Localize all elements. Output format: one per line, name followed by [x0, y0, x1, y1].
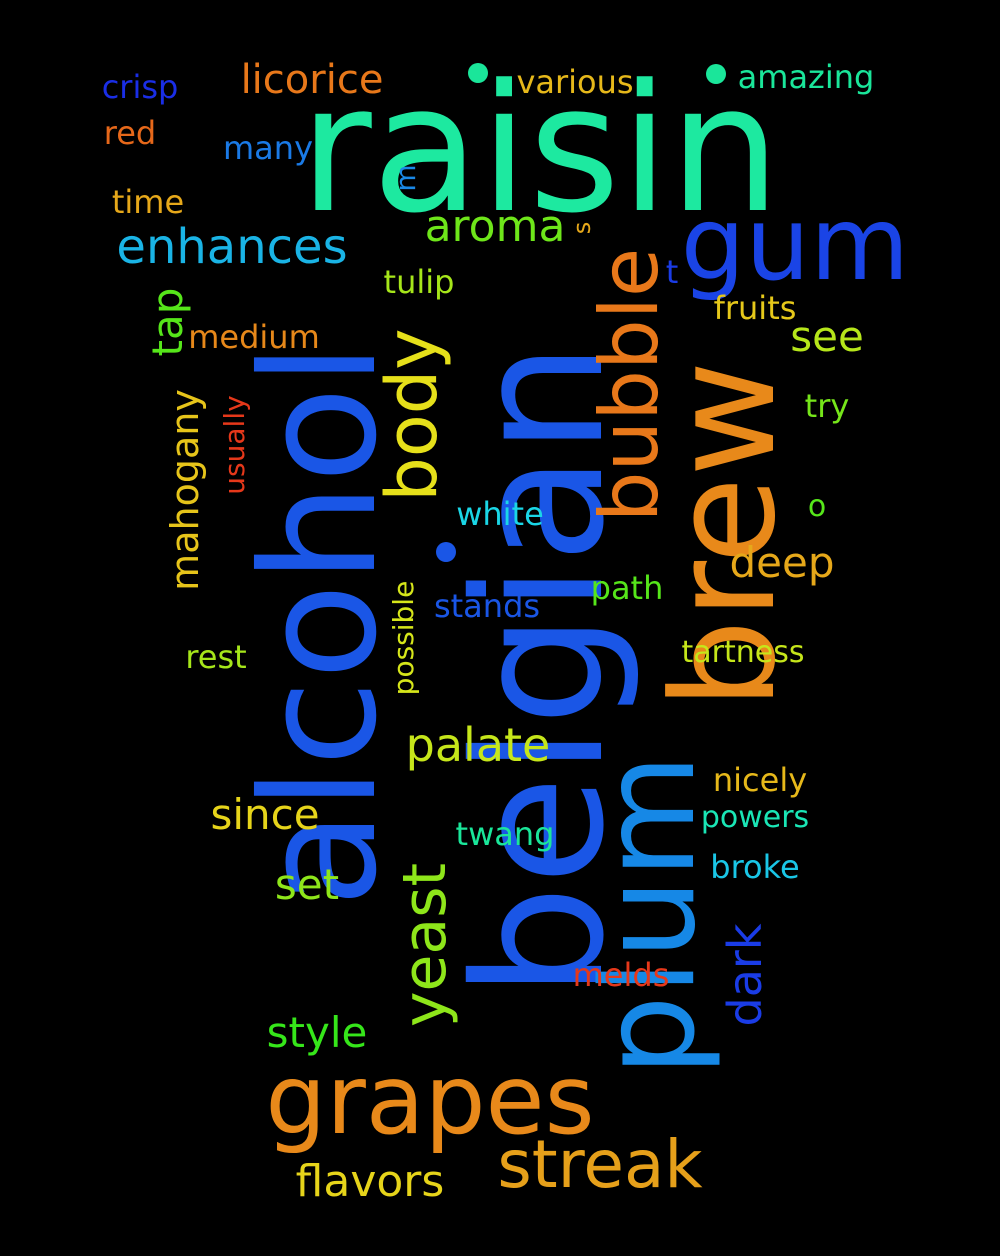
word-m: m [389, 164, 422, 192]
word-tulip: tulip [383, 263, 455, 301]
word-path: path [590, 569, 664, 607]
word-usually: usually [218, 395, 251, 495]
word-plum: plum [575, 753, 724, 1077]
word-raisin: raisin [299, 47, 781, 252]
word-rest: rest [185, 638, 247, 676]
word-set: set [274, 860, 340, 909]
word-bubble: bubble [583, 247, 676, 523]
word-style: style [266, 1008, 368, 1057]
word-body: body [371, 328, 453, 502]
dot-1 [468, 63, 488, 83]
word-fruits: fruits [713, 289, 797, 327]
word-amazing: amazing [737, 58, 875, 96]
word-try: try [804, 387, 850, 425]
word-twang: twang [455, 815, 555, 853]
dot-3 [436, 542, 456, 562]
word-dark: dark [718, 923, 772, 1027]
word-aroma: aroma [424, 201, 566, 252]
word-see: see [790, 312, 864, 361]
word-mahogany: mahogany [163, 389, 207, 591]
word-medium: medium [188, 318, 320, 356]
word-broke: broke [710, 848, 800, 886]
word-powers: powers [700, 800, 810, 835]
word-since: since [210, 790, 320, 839]
word-stands: stands [433, 587, 541, 625]
word-possible: possible [387, 580, 420, 696]
word-s: s [568, 221, 596, 235]
word-red: red [103, 114, 157, 152]
word-many: many [223, 129, 313, 167]
word-flavors: flavors [295, 1156, 445, 1207]
word-crisp: crisp [101, 68, 179, 106]
word-grapes: grapes [265, 1044, 595, 1156]
word-tartness: tartness [681, 635, 805, 670]
word-melds: melds [572, 956, 670, 994]
word-various: various [516, 63, 634, 101]
word-gum: gum [680, 185, 910, 304]
word-tap: tap [143, 287, 192, 357]
word-nicely: nicely [712, 761, 808, 799]
word-licorice: licorice [240, 57, 384, 103]
word-white: white [456, 495, 544, 533]
word-streak: streak [497, 1126, 703, 1203]
word-palate: palate [405, 718, 551, 772]
word-time: time [111, 183, 185, 221]
word-t: t [665, 253, 679, 291]
dot-2 [706, 64, 726, 84]
word-deep: deep [729, 538, 835, 587]
word-enhances: enhances [116, 219, 348, 275]
word-o: o [807, 489, 827, 524]
word-yeast: yeast [390, 863, 460, 1027]
